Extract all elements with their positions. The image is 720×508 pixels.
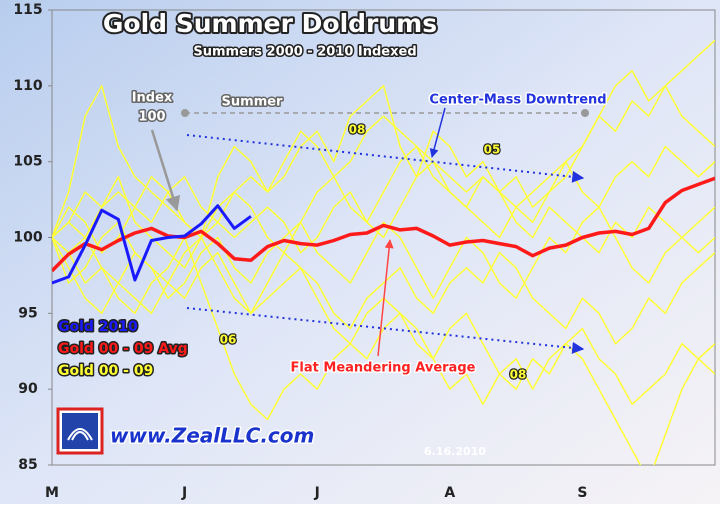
annotation: Summer: [222, 95, 284, 110]
series-line: [52, 145, 715, 254]
chart-title: Gold Summer Doldrums: [103, 9, 437, 38]
logo-shape: [67, 428, 93, 441]
trend-line: [186, 134, 585, 183]
y-tick-label: 105: [13, 154, 42, 170]
series-line: [52, 39, 715, 269]
decorations: [56, 107, 589, 455]
year-label: 06: [220, 333, 237, 347]
legend-entry: Gold 2010: [58, 319, 138, 335]
x-tick-label: M: [45, 485, 59, 501]
axes: 85 90 95 100 105 110 115 M J J A S: [13, 2, 587, 501]
x-tick-label: S: [577, 485, 587, 501]
y-tick-label: 100: [13, 230, 42, 246]
series-line: [52, 204, 252, 285]
annotation: Flat Meandering Average: [291, 361, 476, 376]
arrow: [429, 107, 446, 158]
date-stamp: 6.16.2010: [424, 445, 486, 458]
series-line: [52, 237, 715, 345]
annotation: Center-Mass Downtrend: [429, 93, 606, 108]
legend-entry: Gold 00 - 09: [58, 363, 153, 379]
x-tick-label: J: [181, 485, 187, 501]
y-tick-label: 90: [18, 381, 38, 397]
year-label: 05: [484, 143, 501, 157]
series-line: [52, 236, 715, 465]
series-line: [52, 206, 715, 299]
y-tick-label: 95: [18, 305, 37, 321]
chart-subtitle: Summers 2000 - 2010 Indexed: [193, 45, 416, 60]
y-tick-label: 115: [13, 2, 42, 18]
summer-start: [181, 109, 189, 117]
trend-line: [186, 307, 585, 354]
y-tick-label: 85: [18, 457, 37, 473]
x-tick-label: A: [444, 485, 455, 501]
y-tick-label: 110: [13, 78, 42, 94]
x-tick-label: J: [314, 485, 320, 501]
summer-end: [581, 109, 589, 117]
legend-entry: Gold 00 - 09 Avg: [58, 341, 188, 357]
arrow: [150, 129, 181, 212]
year-label: 08: [510, 368, 527, 382]
plot-area: [52, 39, 715, 465]
series-line: [52, 145, 715, 254]
series-line: [52, 176, 715, 273]
year-label: 08: [349, 123, 366, 137]
website: www.ZealLLC.com: [110, 424, 314, 448]
arrow: [377, 239, 394, 357]
annotation: 100: [138, 110, 165, 125]
annotation: Index: [132, 91, 173, 106]
